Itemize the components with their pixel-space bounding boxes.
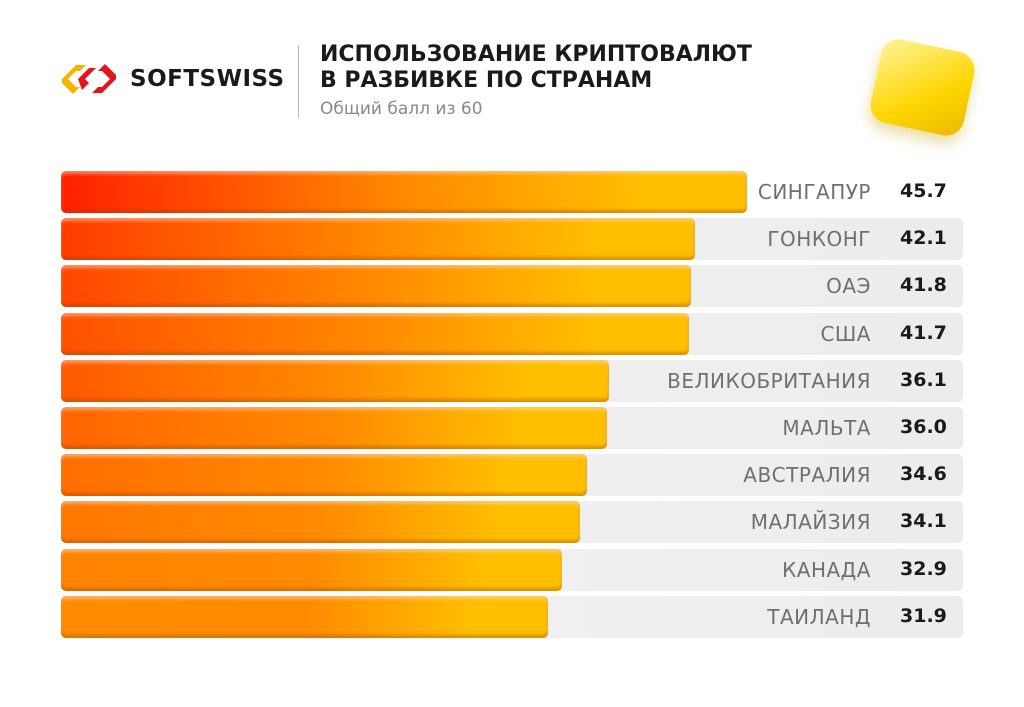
value-label: 31.9 [900,604,947,627]
value-label: 32.9 [900,557,947,580]
bar [61,265,691,308]
bar-row: ОАЭ 41.8 [61,265,963,308]
bar [61,501,580,544]
country-label: ВЕЛИКОБРИТАНИЯ [667,368,871,393]
bar-row: ВЕЛИКОБРИТАНИЯ 36.1 [61,359,963,402]
bar-row: МАЛЬТА 36.0 [61,407,963,449]
header-divider [298,45,299,118]
country-label: США [820,321,871,346]
title-line-1: ИСПОЛЬЗОВАНИЕ КРИПТОВАЛЮТ [320,42,752,67]
value-label: 42.1 [900,227,947,250]
softswiss-logo: SOFTSWISS [58,60,285,98]
country-label: ОАЭ [826,274,871,299]
value-label: 36.0 [900,416,947,438]
bar [61,407,608,449]
country-label: КАНАДА [782,557,871,582]
bar-row: МАЛАЙЗИЯ 34.1 [61,501,963,544]
bar-row: США 41.7 [61,312,963,355]
title-line-2: В РАЗБИВКЕ ПО СТРАНАМ [320,68,653,93]
bar-row: СИНГАПУР 45.7 [61,171,963,213]
value-label: 34.1 [900,510,947,533]
country-label: АВСТРАЛИЯ [743,463,871,488]
logo-text: SOFTSWISS [130,66,285,92]
decorative-cube [867,36,978,139]
bar-row: ТАИЛАНД 31.9 [61,595,963,638]
bar [61,595,548,638]
country-label: СИНГАПУР [757,180,871,204]
value-label: 45.7 [900,180,947,202]
bar [61,454,587,497]
country-label: МАЛЬТА [782,416,871,440]
bar [61,171,747,213]
softswiss-logo-icon [62,64,116,94]
country-label: ГОНКОНГ [767,227,871,252]
value-label: 41.7 [900,321,947,344]
bar [61,548,563,591]
bar-row: КАНАДА 32.9 [61,548,963,591]
value-label: 41.8 [900,274,947,297]
bar [61,312,690,355]
value-label: 34.6 [900,463,947,486]
chart-title: ИСПОЛЬЗОВАНИЕ КРИПТОВАЛЮТ В РАЗБИВКЕ ПО … [320,42,752,94]
country-label: ТАИЛАНД [767,604,871,629]
country-label: МАЛАЙЗИЯ [750,510,871,535]
chart-subtitle: Общий балл из 60 [320,99,483,119]
value-label: 36.1 [900,368,947,391]
bar [61,218,696,261]
bar [61,359,609,402]
bar-row: АВСТРАЛИЯ 34.6 [61,454,963,497]
bar-row: ГОНКОНГ 42.1 [61,218,963,261]
